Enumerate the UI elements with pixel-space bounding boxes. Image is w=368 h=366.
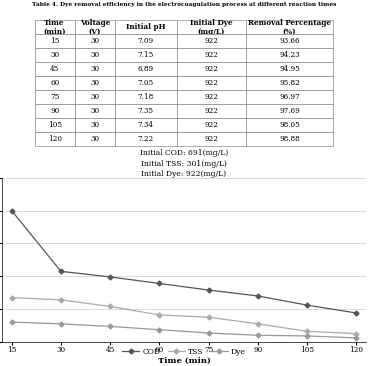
COD: [305, 303, 309, 307]
TSS: [256, 322, 260, 326]
Text: Initial COD: 691(mg/L)
Initial TSS: 301(mg/L)
Initial Dye: 922(mg/L): Initial COD: 691(mg/L) Initial TSS: 301(…: [140, 149, 228, 178]
TSS: [10, 295, 14, 300]
TSS: [59, 298, 63, 302]
TSS: [206, 315, 211, 320]
Dye: [157, 328, 162, 332]
TSS: [305, 329, 309, 333]
TSS: [354, 332, 358, 336]
COD: [108, 275, 112, 279]
Dye: [305, 334, 309, 338]
Dye: [10, 320, 14, 324]
Line: TSS: TSS: [10, 296, 358, 335]
Dye: [59, 322, 63, 326]
Legend: COD, TSS, Dye: COD, TSS, Dye: [123, 348, 245, 356]
X-axis label: Time (min): Time (min): [158, 357, 210, 365]
COD: [10, 209, 14, 213]
Text: Table 4. Dye removal efficiency in the electrocoagulation process at different r: Table 4. Dye removal efficiency in the e…: [32, 2, 336, 7]
Line: COD: COD: [10, 209, 358, 315]
COD: [354, 311, 358, 315]
COD: [256, 294, 260, 298]
Dye: [256, 333, 260, 337]
TSS: [157, 313, 162, 317]
TSS: [108, 304, 112, 309]
Dye: [108, 324, 112, 329]
COD: [206, 288, 211, 292]
Line: Dye: Dye: [10, 320, 358, 340]
Dye: [354, 336, 358, 340]
COD: [157, 281, 162, 286]
COD: [59, 269, 63, 273]
Dye: [206, 331, 211, 335]
